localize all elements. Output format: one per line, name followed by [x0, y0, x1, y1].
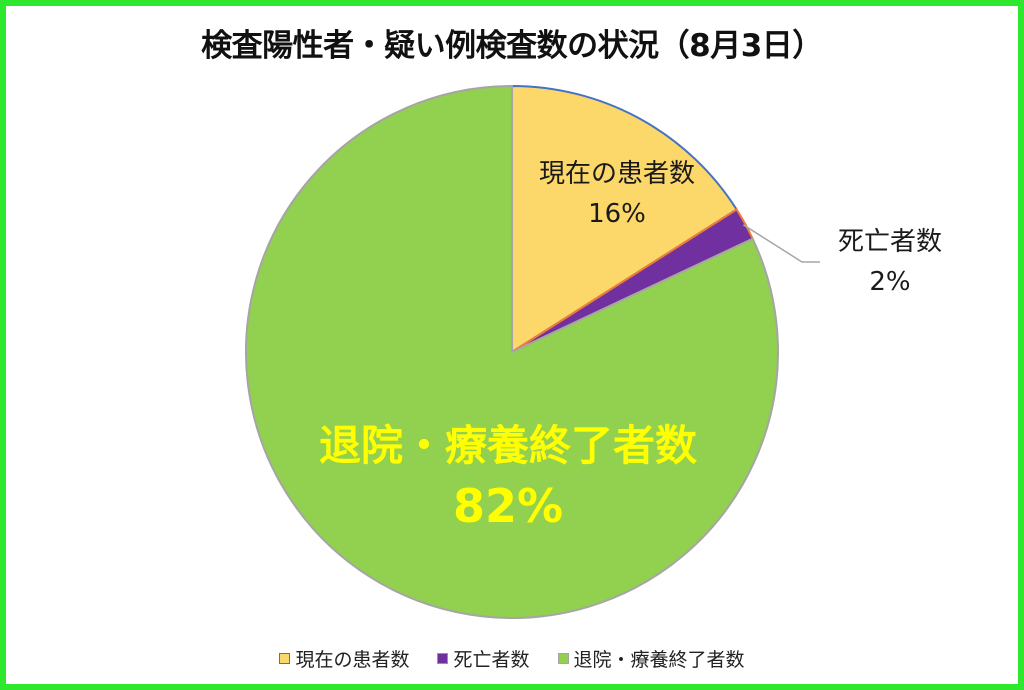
chart-title: 検査陽性者・疑い例検査数の状況（8月3日） — [201, 28, 823, 64]
legend-label-recovered: 退院・療養終了者数 — [573, 649, 745, 671]
legend-swatch-recovered — [557, 653, 569, 664]
legend-label-current-patients: 現在の患者数 — [295, 649, 410, 671]
pie-slice-current-patients — [511, 85, 738, 353]
data-label-current-patients-name: 現在の患者数 — [539, 159, 695, 189]
data-label-deaths-value: 2% — [869, 267, 910, 297]
data-label-deaths-name: 死亡者数 — [838, 227, 942, 257]
legend-item-recovered: 退院・療養終了者数 — [557, 645, 745, 672]
legend-item-current-patients: 現在の患者数 — [279, 645, 409, 672]
legend: 現在の患者数 死亡者数 退院・療養終了者数 — [0, 645, 1024, 672]
legend-swatch-deaths — [437, 653, 449, 664]
pie-slice-recovered — [245, 85, 779, 619]
data-label-recovered-name: 退院・療養終了者数 — [319, 421, 697, 470]
leader-line-deaths — [742, 224, 820, 263]
legend-label-deaths: 死亡者数 — [453, 649, 530, 671]
data-label-current-patients-value: 16% — [588, 199, 646, 229]
data-label-recovered-value: 82% — [453, 479, 563, 533]
legend-item-deaths: 死亡者数 — [437, 645, 530, 672]
legend-swatch-current-patients — [279, 653, 291, 664]
